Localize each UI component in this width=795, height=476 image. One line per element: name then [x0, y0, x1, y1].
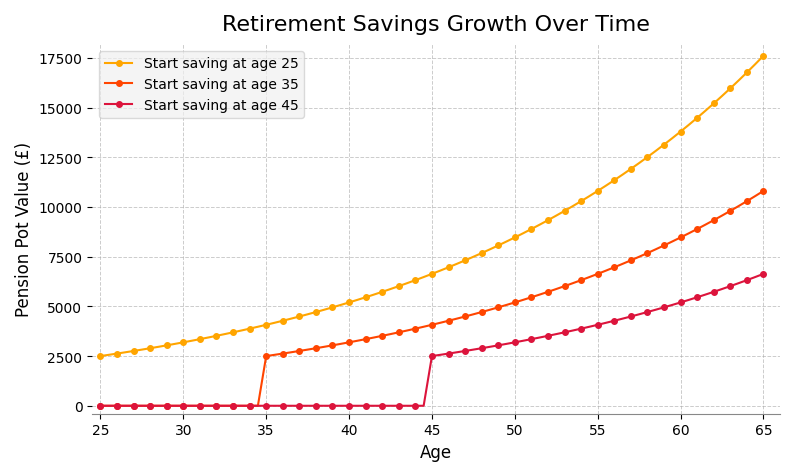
Legend: Start saving at age 25, Start saving at age 35, Start saving at age 45: Start saving at age 25, Start saving at …: [99, 52, 304, 119]
Y-axis label: Pension Pot Value (£): Pension Pot Value (£): [15, 142, 33, 317]
X-axis label: Age: Age: [420, 443, 452, 461]
Title: Retirement Savings Growth Over Time: Retirement Savings Growth Over Time: [222, 15, 650, 35]
